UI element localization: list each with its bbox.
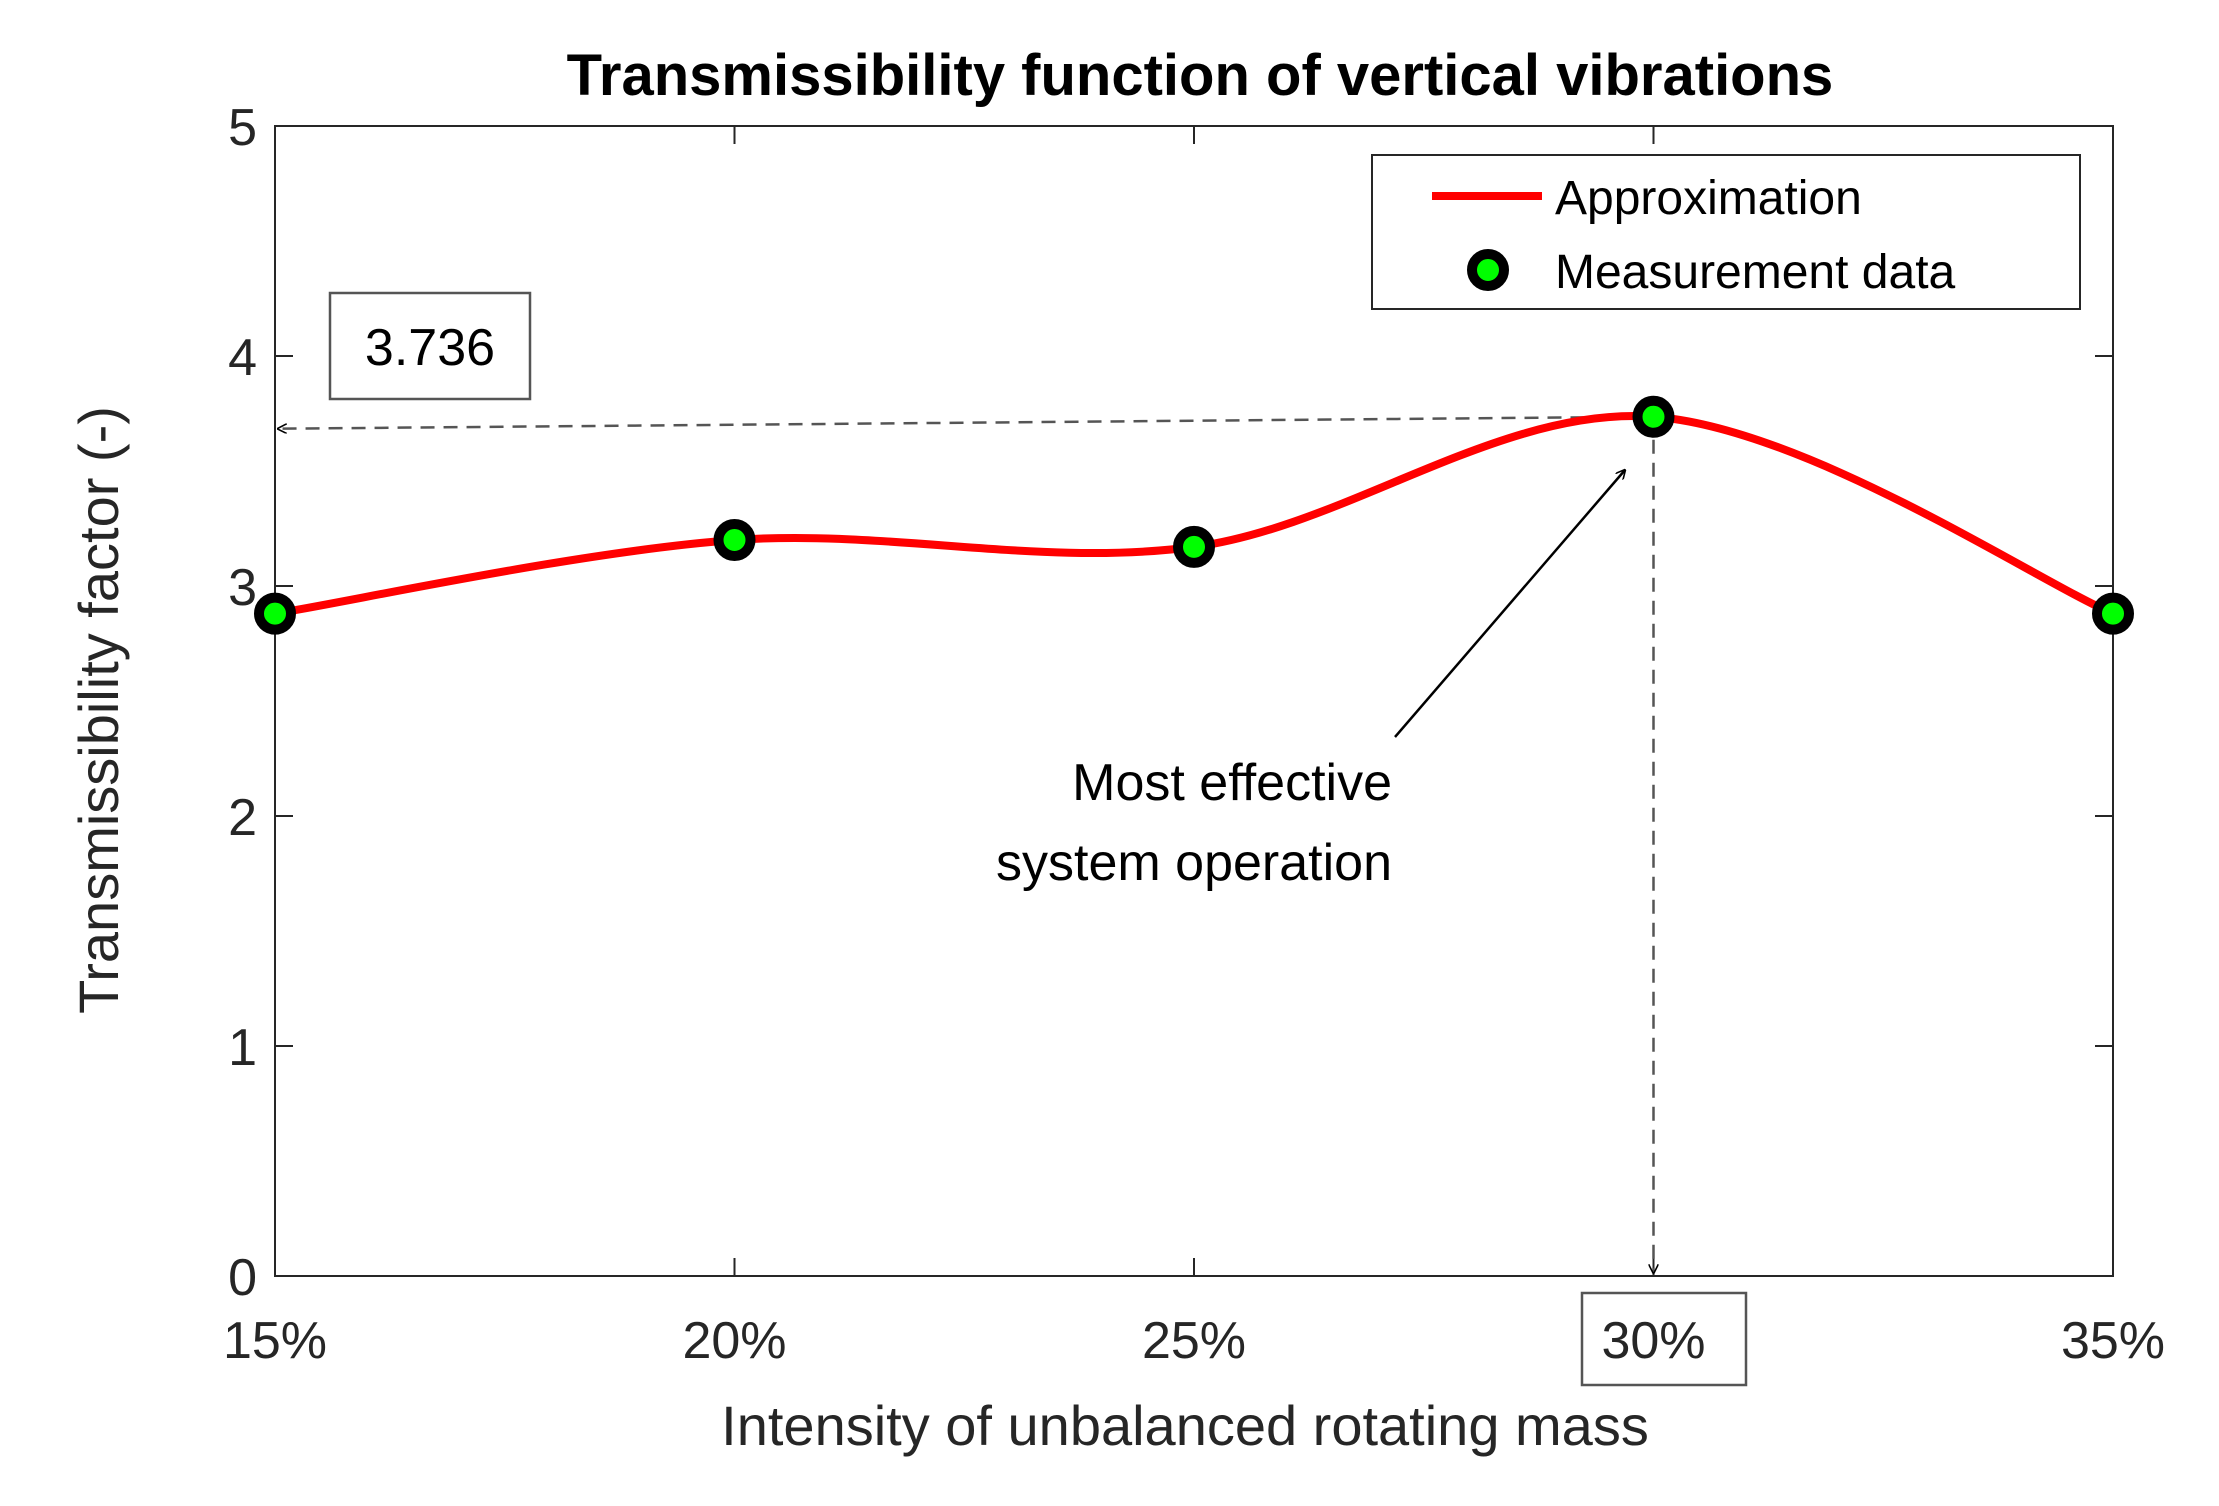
chart-title: Transmissibility function of vertical vi… [567,43,1834,108]
y-tick-label: 1 [228,1019,257,1077]
measurement-markers [254,395,2134,635]
peak-value-label: 3.736 [365,319,495,377]
x-tick-label: 15% [223,1312,327,1370]
note-line-2: system operation [996,834,1392,892]
approximation-curve [271,412,2117,618]
measurement-point [1632,395,1675,438]
y-axis-label: Transmissibility factor (-) [67,406,130,1014]
y-tick-label: 0 [228,1249,257,1307]
x-axis-label: Intensity of unbalanced rotating mass [721,1394,1649,1457]
x-tick-label: 25% [1142,1312,1246,1370]
measurement-point [2092,592,2134,635]
y-axis-ticks: 0 1 2 3 4 5 [228,99,2113,1307]
x-tick-label: 20% [682,1312,786,1370]
legend-measurement-label: Measurement data [1555,246,1956,299]
y-tick-label: 5 [228,99,257,157]
x-tick-label: 30% [1601,1312,1705,1370]
x-tick-label: 35% [2061,1312,2165,1370]
note-arrow [1394,470,1625,738]
measurement-point [1173,525,1215,568]
peak-x-box [1580,1291,1748,1387]
y-tick-label: 4 [228,329,257,387]
y-tick-label: 2 [228,789,257,847]
y-tick-label: 3 [228,559,257,617]
measurement-point [254,592,296,635]
peak-horizontal-guide [278,415,1654,429]
peak-value-annotation: 3.736 [328,291,532,401]
measurement-point [713,519,756,561]
legend-measurement-swatch [1467,249,1509,291]
legend: Approximation Measurement data [1371,154,2081,310]
note-line-1: Most effective [1072,754,1392,812]
x-axis-ticks: 15% 20% 25% 30% 35% [223,126,2165,1370]
legend-approximation-label: Approximation [1555,172,1862,225]
peak-value-box [328,291,532,401]
